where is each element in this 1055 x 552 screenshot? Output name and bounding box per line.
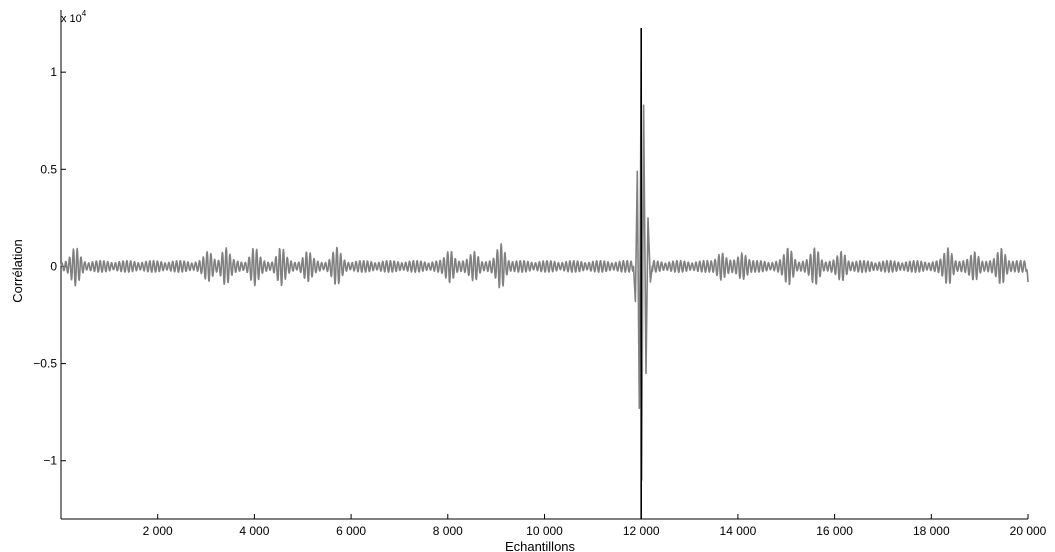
plot-area <box>60 28 1029 519</box>
axis-labels: Corrélation Echantillons x 104 <box>10 9 576 552</box>
x-tick-label: 2 000 <box>143 524 173 538</box>
x-tick-label: 14 000 <box>720 524 757 538</box>
y-axis-multiplier: x 104 <box>61 9 87 25</box>
x-tick-label: 12 000 <box>623 524 660 538</box>
y-tick-label: −1 <box>43 454 57 468</box>
y-tick-label: 1 <box>50 65 57 79</box>
y-tick-label: −0.5 <box>33 357 57 371</box>
y-tick-label: 0.5 <box>40 162 57 176</box>
y-axis-multiplier-exponent: 4 <box>82 9 87 18</box>
x-tick-label: 8 000 <box>433 524 463 538</box>
x-tick-label: 18 000 <box>913 524 950 538</box>
y-axis-multiplier-base: x 10 <box>61 13 82 25</box>
x-axis-label: Echantillons <box>505 539 576 552</box>
correlation-line <box>60 57 1029 481</box>
x-tick-label: 16 000 <box>816 524 853 538</box>
y-tick-label: 0 <box>50 259 57 273</box>
y-axis-label: Corrélation <box>10 239 25 303</box>
x-tick-label: 20 000 <box>1010 524 1047 538</box>
x-tick-label: 4 000 <box>239 524 269 538</box>
x-tick-label: 10 000 <box>526 524 563 538</box>
x-tick-label: 6 000 <box>336 524 366 538</box>
axes: 2 000 4 000 6 000 8 000 10 000 12 000 14 000 16… <box>33 10 1047 538</box>
